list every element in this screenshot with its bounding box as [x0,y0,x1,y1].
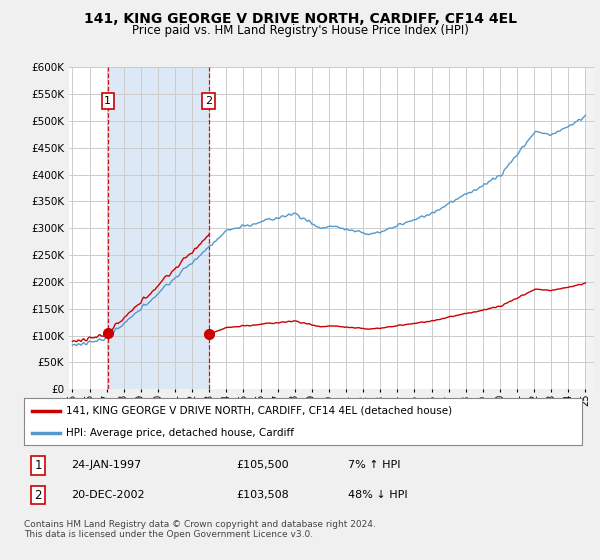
Text: 2: 2 [34,488,42,502]
Text: 7% ↑ HPI: 7% ↑ HPI [347,460,400,470]
Text: 1: 1 [34,459,42,472]
Text: Contains HM Land Registry data © Crown copyright and database right 2024.
This d: Contains HM Land Registry data © Crown c… [24,520,376,539]
Bar [108,67,209,389]
Text: 48% ↓ HPI: 48% ↓ HPI [347,490,407,500]
Polygon shape [586,67,594,389]
Text: £103,508: £103,508 [236,490,289,500]
Text: 24-JAN-1997: 24-JAN-1997 [71,460,142,470]
Text: £105,500: £105,500 [236,460,289,470]
Text: 141, KING GEORGE V DRIVE NORTH, CARDIFF, CF14 4EL: 141, KING GEORGE V DRIVE NORTH, CARDIFF,… [83,12,517,26]
Text: 1: 1 [104,96,112,106]
Text: 141, KING GEORGE V DRIVE NORTH, CARDIFF, CF14 4EL (detached house): 141, KING GEORGE V DRIVE NORTH, CARDIFF,… [66,406,452,416]
Text: HPI: Average price, detached house, Cardiff: HPI: Average price, detached house, Card… [66,428,294,438]
Text: Price paid vs. HM Land Registry's House Price Index (HPI): Price paid vs. HM Land Registry's House … [131,24,469,36]
Text: 20-DEC-2002: 20-DEC-2002 [71,490,145,500]
Text: 2: 2 [205,96,212,106]
